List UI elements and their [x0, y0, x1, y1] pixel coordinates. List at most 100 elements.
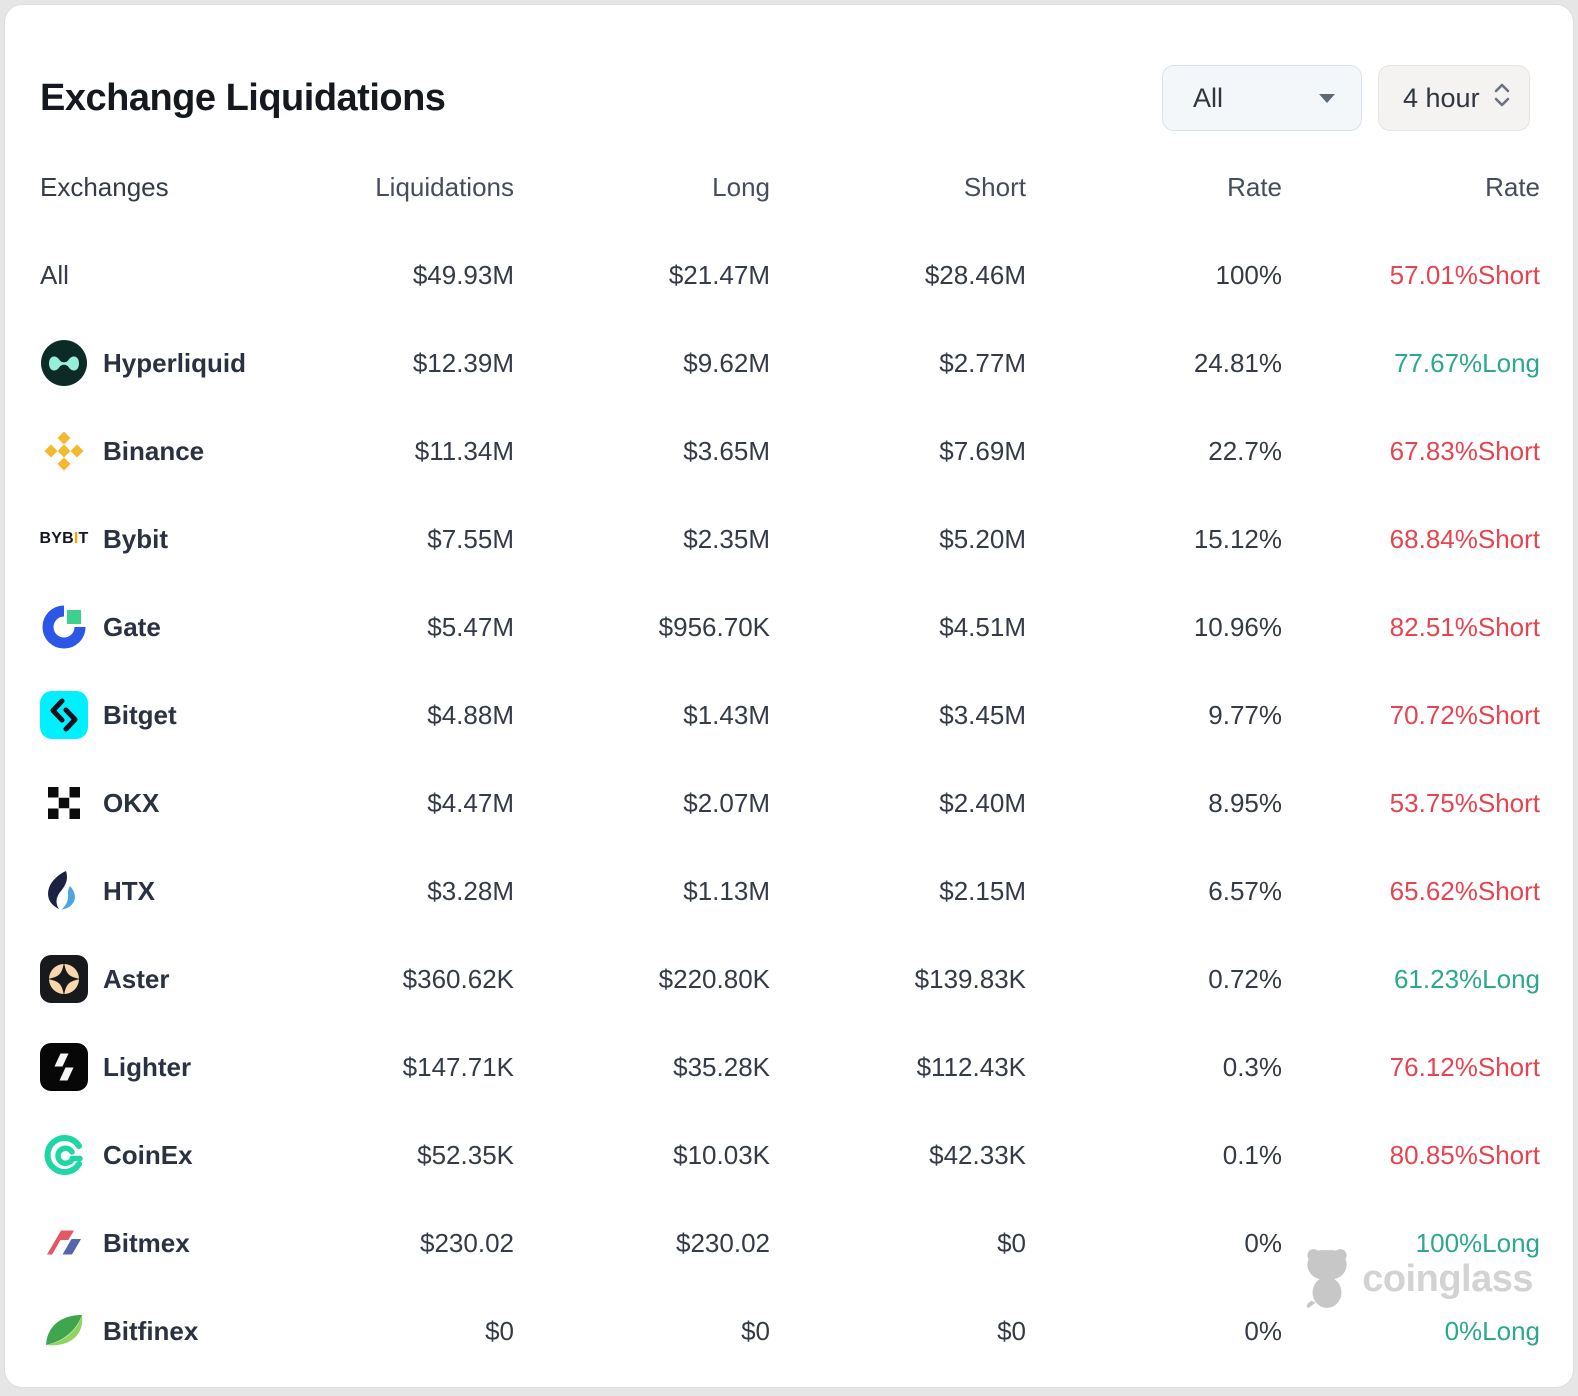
exchange-name: Lighter	[103, 1051, 192, 1082]
coinglass-wordmark: coinglass	[1362, 1258, 1533, 1300]
short-cell: $2.15M	[939, 875, 1026, 906]
table-row-htx[interactable]: HTX $3.28M $1.13M $2.15M 6.57% 65.62%Sho…	[40, 847, 1540, 935]
exchange-cell: BYBIT Bybit	[39, 515, 258, 563]
short-cell: $0	[997, 1227, 1026, 1258]
rate-cell: 0.1%	[1222, 1139, 1282, 1170]
rate-cell: 6.57%	[1208, 875, 1282, 906]
short-cell: $2.77M	[939, 347, 1026, 378]
liquidations-cell: $230.02	[420, 1227, 514, 1258]
long-cell: $0	[741, 1315, 770, 1346]
exchange-name: Bybit	[103, 523, 168, 554]
col-header-short: Short	[963, 171, 1026, 202]
exchange-cell: Bitmex	[40, 1219, 258, 1267]
liquidations-cell: $12.39M	[412, 347, 514, 378]
short-cell: $3.45M	[939, 699, 1026, 730]
table-row-bitget[interactable]: Bitget $4.88M $1.43M $3.45M 9.77% 70.72%…	[40, 671, 1540, 759]
rate-cell: 22.7%	[1208, 435, 1282, 466]
binance-logo-icon	[40, 427, 88, 475]
okx-logo-icon	[40, 779, 88, 827]
lighter-logo-icon	[40, 1043, 88, 1091]
bitfinex-logo-icon	[40, 1307, 88, 1355]
exchange-cell: Lighter	[40, 1043, 258, 1091]
liquidations-cell: $49.93M	[412, 259, 514, 290]
table-row-coinex[interactable]: CoinEx $52.35K $10.03K $42.33K 0.1% 80.8…	[40, 1111, 1540, 1199]
liquidations-cell: $360.62K	[402, 963, 514, 994]
rate-cell: 0.72%	[1208, 963, 1282, 994]
col-header-rate: Rate	[1227, 171, 1282, 202]
long-cell: $9.62M	[683, 347, 770, 378]
exchange-cell: OKX	[40, 779, 258, 827]
liquidations-cell: $5.47M	[427, 611, 514, 642]
rate-side-cell: 67.83%Short	[1389, 435, 1540, 466]
col-header-liquidations: Liquidations	[375, 171, 514, 202]
rate-side-cell: 82.51%Short	[1389, 611, 1540, 642]
table-row-okx[interactable]: OKX $4.47M $2.07M $2.40M 8.95% 53.75%Sho…	[40, 759, 1540, 847]
liquidations-cell: $11.34M	[414, 435, 514, 466]
liquidations-table: Exchanges Liquidations Long Short Rate R…	[39, 143, 1540, 1375]
exchange-cell: HTX	[40, 867, 258, 915]
rate-cell: 10.96%	[1193, 611, 1282, 642]
filter-controls: All 4 hour	[1162, 65, 1530, 131]
exchange-cell: Bitfinex	[40, 1307, 258, 1355]
liquidations-cell: $0	[485, 1315, 514, 1346]
exchange-name: Gate	[103, 611, 161, 642]
table-row-hyperliquid[interactable]: Hyperliquid $12.39M $9.62M $2.77M 24.81%…	[40, 319, 1540, 407]
table-row-bitfinex[interactable]: Bitfinex $0 $0 $0 0% 0%Long	[40, 1287, 1540, 1375]
rate-side-cell: 70.72%Short	[1389, 699, 1540, 730]
long-cell: $3.65M	[683, 435, 770, 466]
coinglass-bear-icon	[1302, 1245, 1352, 1314]
bitmex-logo-icon	[40, 1219, 88, 1267]
rate-side-cell: 57.01%Short	[1389, 259, 1540, 290]
rate-side-cell: 68.84%Short	[1389, 523, 1540, 554]
table-row-bitmex[interactable]: Bitmex $230.02 $230.02 $0 0% 100%Long	[40, 1199, 1540, 1287]
rate-side-cell: 76.12%Short	[1389, 1051, 1540, 1082]
exchange-cell: CoinEx	[40, 1131, 258, 1179]
table-row-lighter[interactable]: Lighter $147.71K $35.28K $112.43K 0.3% 7…	[40, 1023, 1540, 1111]
col-header-exchanges: Exchanges	[40, 171, 169, 202]
coinex-logo-icon	[40, 1131, 88, 1179]
table-row-bybit[interactable]: BYBIT Bybit $7.55M $2.35M $5.20M 15.12% …	[39, 495, 1540, 583]
exchange-liquidations-panel: Exchange Liquidations All 4 hour Exchang…	[4, 4, 1574, 1388]
col-header-rate-side: Rate	[1485, 171, 1540, 202]
rate-cell: 15.12%	[1193, 523, 1282, 554]
table-row-binance[interactable]: Binance $11.34M $3.65M $7.69M 22.7% 67.8…	[40, 407, 1540, 495]
hyperliquid-logo-icon	[40, 339, 88, 387]
long-cell: $1.13M	[683, 875, 770, 906]
rate-side-cell: 61.23%Long	[1393, 963, 1540, 994]
table-body: All $49.93M $21.47M $28.46M 100% 57.01%S…	[39, 231, 1540, 1375]
table-row-all[interactable]: All $49.93M $21.47M $28.46M 100% 57.01%S…	[40, 231, 1540, 319]
rate-side-cell: 0%Long	[1444, 1315, 1540, 1346]
short-cell: $7.69M	[939, 435, 1026, 466]
bybit-logo-icon: BYBIT	[39, 530, 89, 547]
rate-cell: 9.77%	[1208, 699, 1282, 730]
exchange-cell: Hyperliquid	[40, 339, 258, 387]
rate-side-cell: 53.75%Short	[1389, 787, 1540, 818]
short-cell: $42.33K	[929, 1139, 1026, 1170]
panel-header: Exchange Liquidations All 4 hour	[40, 65, 1530, 131]
col-header-long: Long	[712, 171, 770, 202]
short-cell: $112.43K	[916, 1051, 1026, 1082]
table-row-aster[interactable]: Aster $360.62K $220.80K $139.83K 0.72% 6…	[40, 935, 1540, 1023]
rate-cell: 0%	[1244, 1315, 1282, 1346]
exchange-name: Bitfinex	[103, 1315, 199, 1346]
short-cell: $5.20M	[939, 523, 1026, 554]
rate-cell: 24.81%	[1193, 347, 1282, 378]
exchange-filter-select[interactable]: All	[1162, 65, 1362, 131]
exchange-name: Aster	[103, 963, 170, 994]
chevron-down-icon	[1319, 93, 1335, 103]
table-row-gate[interactable]: Gate $5.47M $956.70K $4.51M 10.96% 82.51…	[40, 583, 1540, 671]
timeframe-select[interactable]: 4 hour	[1378, 65, 1530, 131]
rate-side-cell: 77.67%Long	[1393, 347, 1540, 378]
exchange-name: Bitmex	[103, 1227, 190, 1258]
long-cell: $956.70K	[658, 611, 770, 642]
short-cell: $139.83K	[914, 963, 1026, 994]
long-cell: $2.35M	[683, 523, 770, 554]
liquidations-cell: $7.55M	[427, 523, 514, 554]
rate-cell: 100%	[1215, 259, 1283, 290]
exchange-filter-value: All	[1193, 82, 1224, 113]
short-cell: $28.46M	[924, 259, 1026, 290]
exchange-cell: Binance	[40, 427, 258, 475]
rate-cell: 8.95%	[1208, 787, 1282, 818]
up-down-chevrons-icon	[1493, 82, 1511, 115]
rate-cell: 0%	[1244, 1227, 1282, 1258]
